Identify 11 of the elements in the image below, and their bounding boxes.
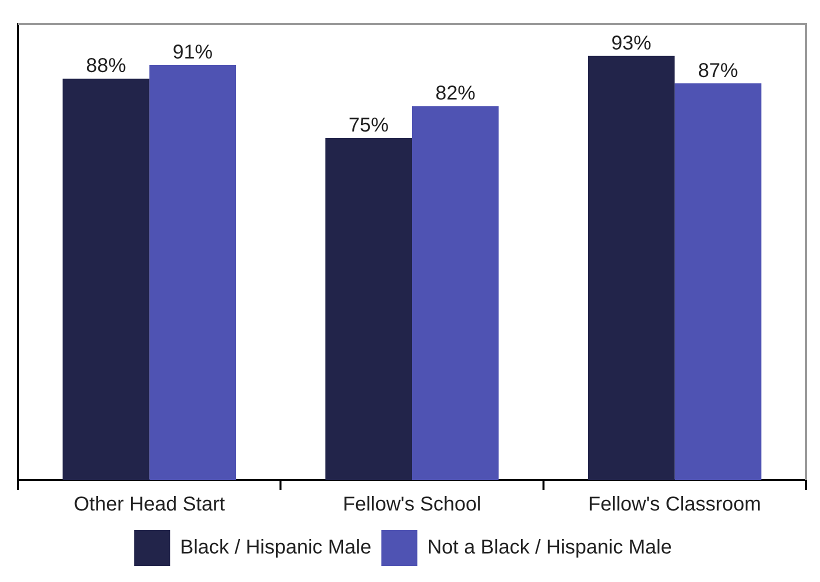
x-tick-label: Fellow's Classroom — [588, 494, 762, 516]
data-label: 91% — [172, 42, 213, 64]
x-tick-label: Other Head Start — [74, 494, 226, 516]
data-label: 87% — [698, 60, 738, 82]
legend-label: Black / Hispanic Male — [180, 536, 372, 559]
legend-label: Not a Black / Hispanic Male — [427, 536, 672, 559]
data-label: 88% — [86, 55, 126, 78]
data-label: 82% — [435, 82, 476, 105]
data-label: 75% — [348, 114, 389, 137]
x-tick-label: Fellow's School — [342, 494, 482, 516]
data-label: 93% — [611, 32, 652, 54]
